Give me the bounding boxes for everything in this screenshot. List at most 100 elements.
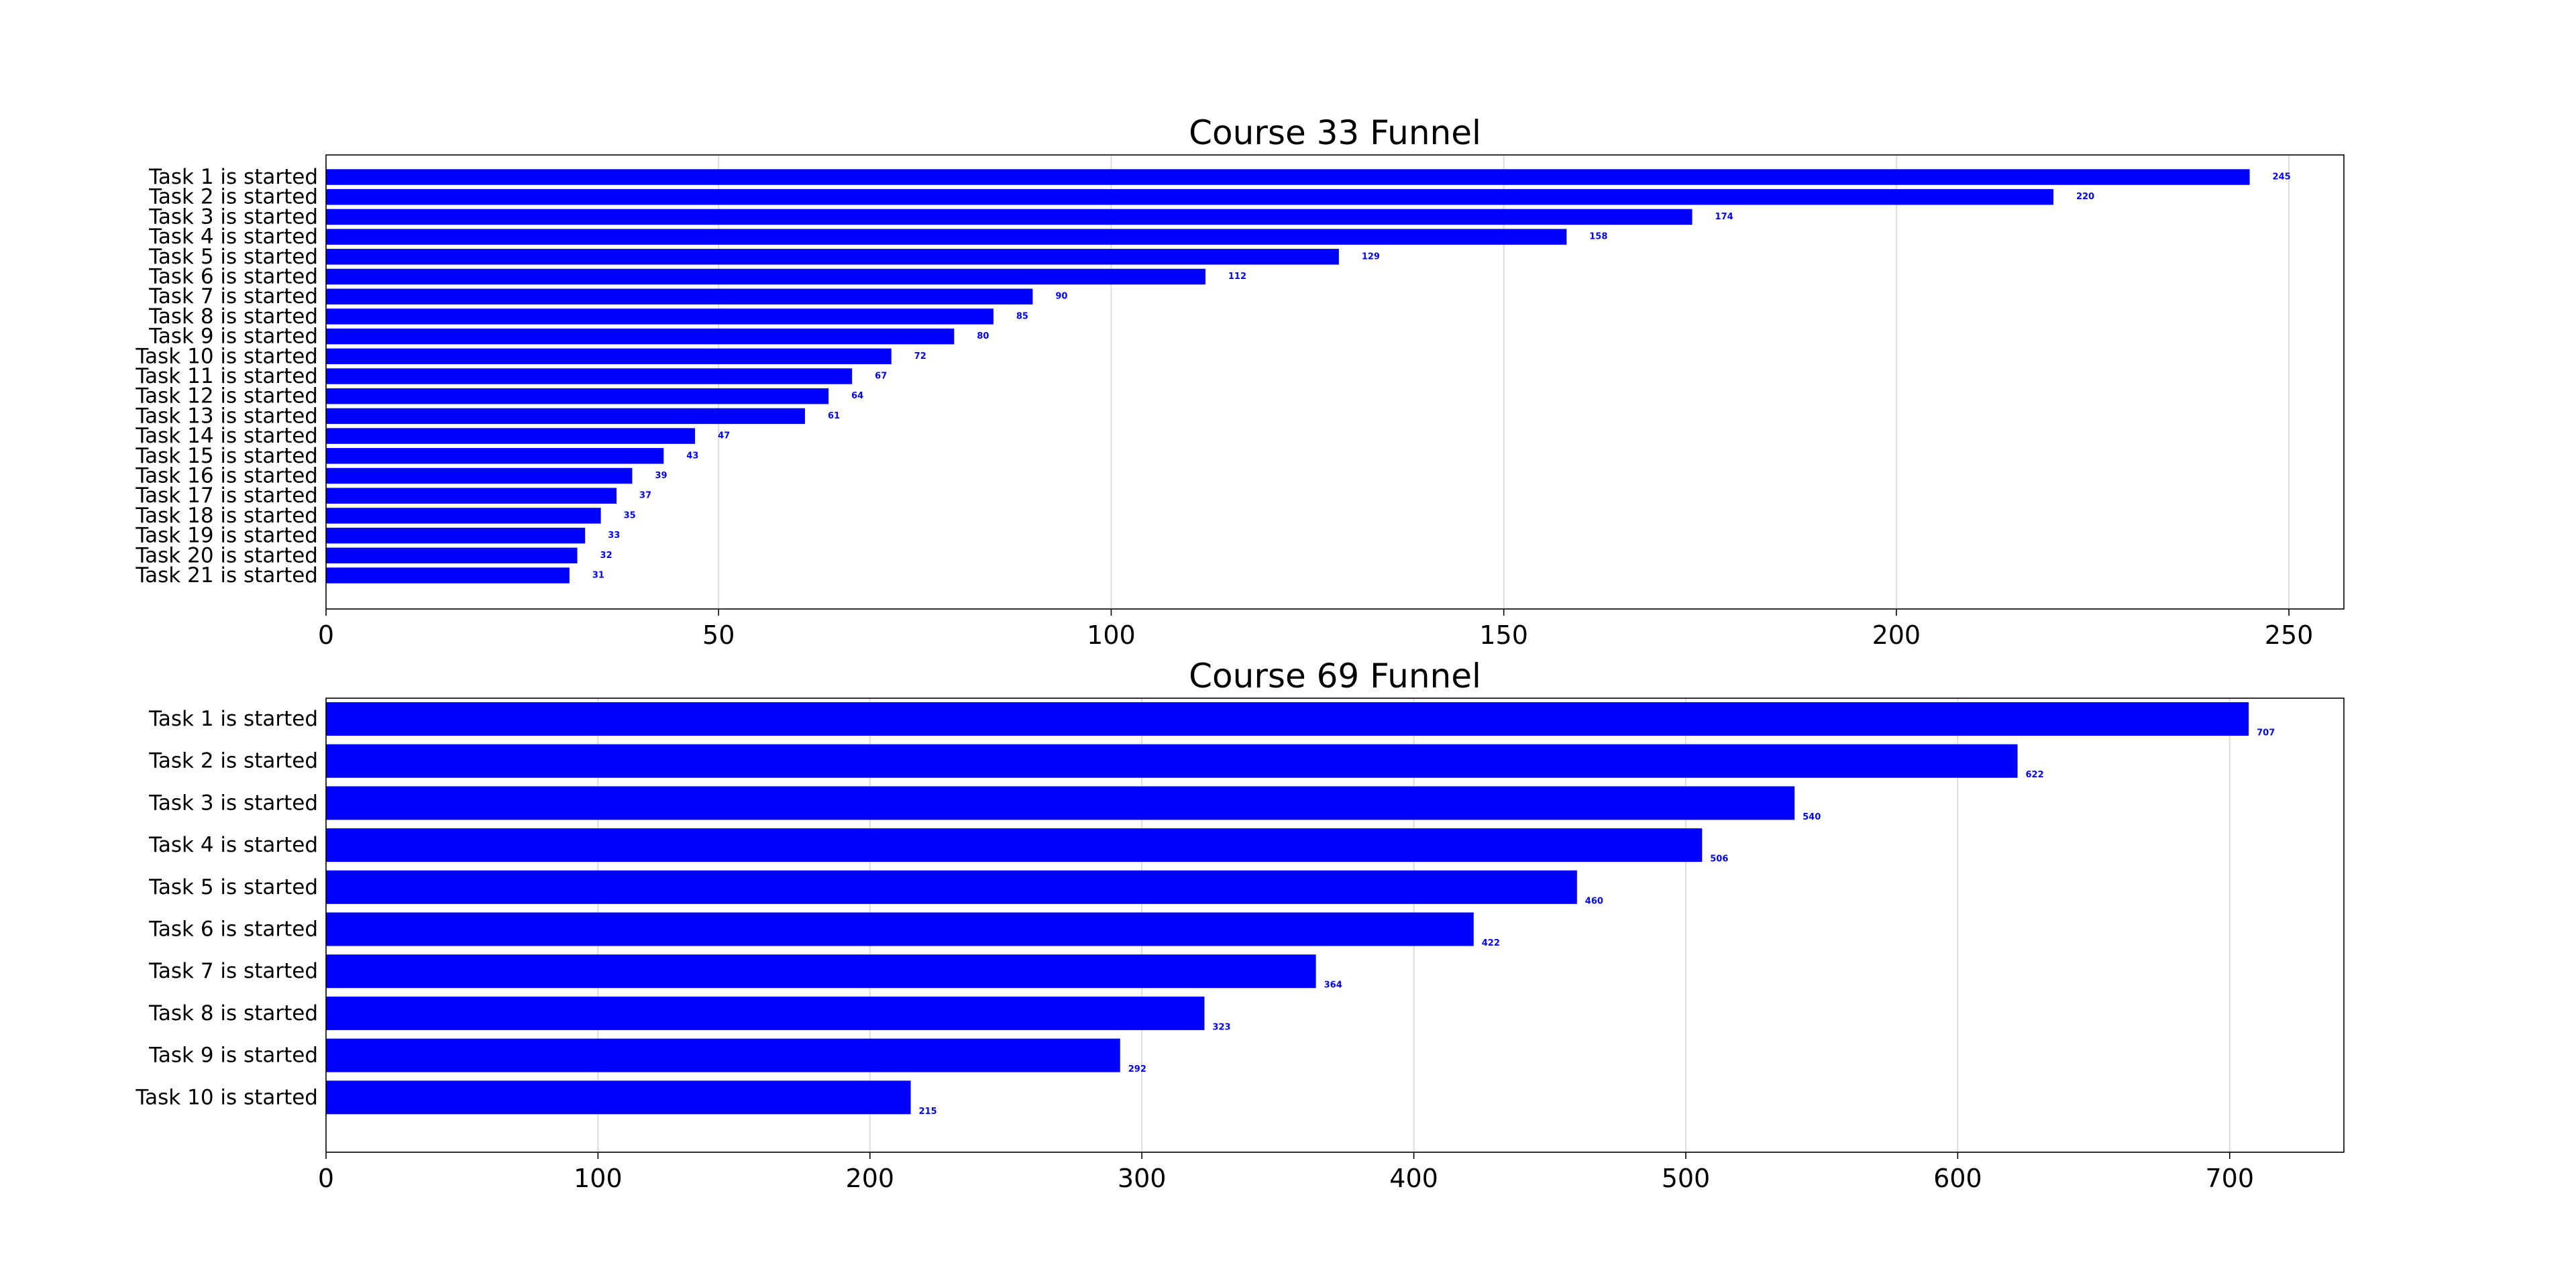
category-label-10: Task 10 is started bbox=[135, 1085, 318, 1109]
category-label-4: Task 4 is started bbox=[148, 833, 318, 857]
data-label-14: 47 bbox=[718, 431, 730, 441]
x-tick-label-2: 200 bbox=[846, 1164, 895, 1193]
bar-10 bbox=[326, 348, 892, 365]
category-label-9: Task 9 is started bbox=[148, 325, 318, 349]
x-tick-label-7: 700 bbox=[2205, 1164, 2254, 1193]
category-label-1: Task 1 is started bbox=[148, 165, 318, 189]
data-label-10: 72 bbox=[914, 351, 926, 361]
bar-4 bbox=[326, 828, 1703, 862]
bar-3 bbox=[326, 786, 1795, 820]
bar-11 bbox=[326, 368, 853, 384]
data-label-3: 174 bbox=[1715, 212, 1733, 222]
category-label-6: Task 6 is started bbox=[148, 917, 318, 942]
data-label-8: 323 bbox=[1212, 1022, 1230, 1032]
category-label-19: Task 19 is started bbox=[135, 524, 318, 548]
data-label-1: 707 bbox=[2257, 728, 2275, 738]
x-tick-label-4: 200 bbox=[1872, 620, 1921, 650]
category-label-12: Task 12 is started bbox=[135, 384, 318, 408]
bar-6 bbox=[326, 912, 1474, 946]
course-33-funnel-chart: Task 1 is started 245 Task 2 is started 220… bbox=[135, 113, 2345, 650]
category-label-8: Task 8 is started bbox=[148, 1001, 318, 1025]
bar-12 bbox=[326, 388, 829, 404]
data-label-6: 112 bbox=[1228, 272, 1246, 282]
x-tick-label-5: 500 bbox=[1662, 1164, 1711, 1193]
x-tick-label-3: 300 bbox=[1118, 1164, 1167, 1193]
category-label-15: Task 15 is started bbox=[135, 444, 318, 468]
data-label-16: 39 bbox=[655, 471, 667, 481]
bar-9 bbox=[326, 1038, 1120, 1072]
bar-7 bbox=[326, 954, 1316, 989]
bar-5 bbox=[326, 870, 1577, 904]
bar-2 bbox=[326, 188, 2053, 205]
data-label-19: 33 bbox=[608, 531, 620, 541]
category-label-16: Task 16 is started bbox=[135, 464, 318, 488]
bar-8 bbox=[326, 309, 994, 325]
bar-21 bbox=[326, 567, 570, 583]
category-label-18: Task 18 is started bbox=[135, 504, 318, 528]
data-label-7: 90 bbox=[1055, 292, 1067, 302]
data-label-4: 506 bbox=[1710, 854, 1728, 865]
bar-19 bbox=[326, 527, 586, 544]
category-label-8: Task 8 is started bbox=[148, 304, 318, 329]
bar-7 bbox=[326, 288, 1033, 304]
x-tick-label-1: 50 bbox=[702, 620, 735, 650]
data-label-18: 35 bbox=[624, 510, 636, 520]
category-label-20: Task 20 is started bbox=[135, 543, 318, 567]
category-label-7: Task 7 is started bbox=[148, 284, 318, 309]
data-label-8: 85 bbox=[1016, 311, 1028, 321]
category-label-10: Task 10 is started bbox=[135, 344, 318, 368]
bar-3 bbox=[326, 209, 1693, 225]
data-label-2: 220 bbox=[2076, 192, 2094, 202]
bar-5 bbox=[326, 249, 1339, 265]
category-label-14: Task 14 is started bbox=[135, 424, 318, 448]
bar-18 bbox=[326, 508, 601, 524]
data-label-1: 245 bbox=[2273, 172, 2291, 182]
x-tick-label-6: 600 bbox=[1933, 1164, 1982, 1193]
bar-17 bbox=[326, 488, 617, 504]
data-label-15: 43 bbox=[686, 451, 698, 461]
category-label-4: Task 4 is started bbox=[148, 225, 318, 249]
data-label-5: 460 bbox=[1585, 896, 1603, 906]
chart-title: Course 33 Funnel bbox=[1189, 113, 1481, 152]
axes-frame bbox=[325, 154, 2345, 610]
data-label-21: 31 bbox=[592, 571, 604, 581]
x-tick-label-1: 100 bbox=[574, 1164, 623, 1193]
data-label-4: 158 bbox=[1589, 232, 1607, 242]
bar-4 bbox=[326, 229, 1567, 245]
bar-13 bbox=[326, 408, 805, 425]
x-tick-label-0: 0 bbox=[318, 1164, 334, 1193]
bar-1 bbox=[326, 702, 2249, 736]
data-label-3: 540 bbox=[1803, 812, 1821, 822]
category-label-2: Task 2 is started bbox=[148, 185, 318, 209]
category-label-7: Task 7 is started bbox=[148, 959, 318, 983]
bar-16 bbox=[326, 467, 633, 484]
course-69-funnel-chart: Task 1 is started 707 Task 2 is started 622… bbox=[135, 657, 2345, 1193]
data-label-6: 422 bbox=[1482, 938, 1500, 948]
data-label-5: 129 bbox=[1362, 252, 1380, 262]
x-tick-label-2: 100 bbox=[1087, 620, 1136, 650]
bar-20 bbox=[326, 547, 578, 564]
data-label-17: 37 bbox=[639, 491, 651, 501]
category-label-3: Task 3 is started bbox=[148, 791, 318, 815]
bar-1 bbox=[326, 169, 2250, 185]
bar-6 bbox=[326, 268, 1205, 285]
data-label-9: 292 bbox=[1128, 1064, 1146, 1074]
bar-9 bbox=[326, 328, 955, 345]
category-label-13: Task 13 is started bbox=[135, 404, 318, 428]
data-label-20: 32 bbox=[600, 551, 612, 561]
category-label-5: Task 5 is started bbox=[148, 245, 318, 269]
category-label-3: Task 3 is started bbox=[148, 205, 318, 229]
bar-15 bbox=[326, 448, 664, 464]
category-label-9: Task 9 is started bbox=[148, 1044, 318, 1068]
data-label-13: 61 bbox=[828, 411, 840, 421]
data-label-10: 215 bbox=[919, 1107, 937, 1117]
bar-14 bbox=[326, 428, 696, 444]
category-label-17: Task 17 is started bbox=[135, 484, 318, 508]
category-label-11: Task 11 is started bbox=[135, 364, 318, 388]
axes-frame bbox=[325, 698, 2345, 1153]
category-label-2: Task 2 is started bbox=[148, 749, 318, 773]
bar-2 bbox=[326, 744, 2018, 778]
data-label-11: 67 bbox=[875, 372, 887, 382]
chart-title: Course 69 Funnel bbox=[1189, 657, 1481, 695]
